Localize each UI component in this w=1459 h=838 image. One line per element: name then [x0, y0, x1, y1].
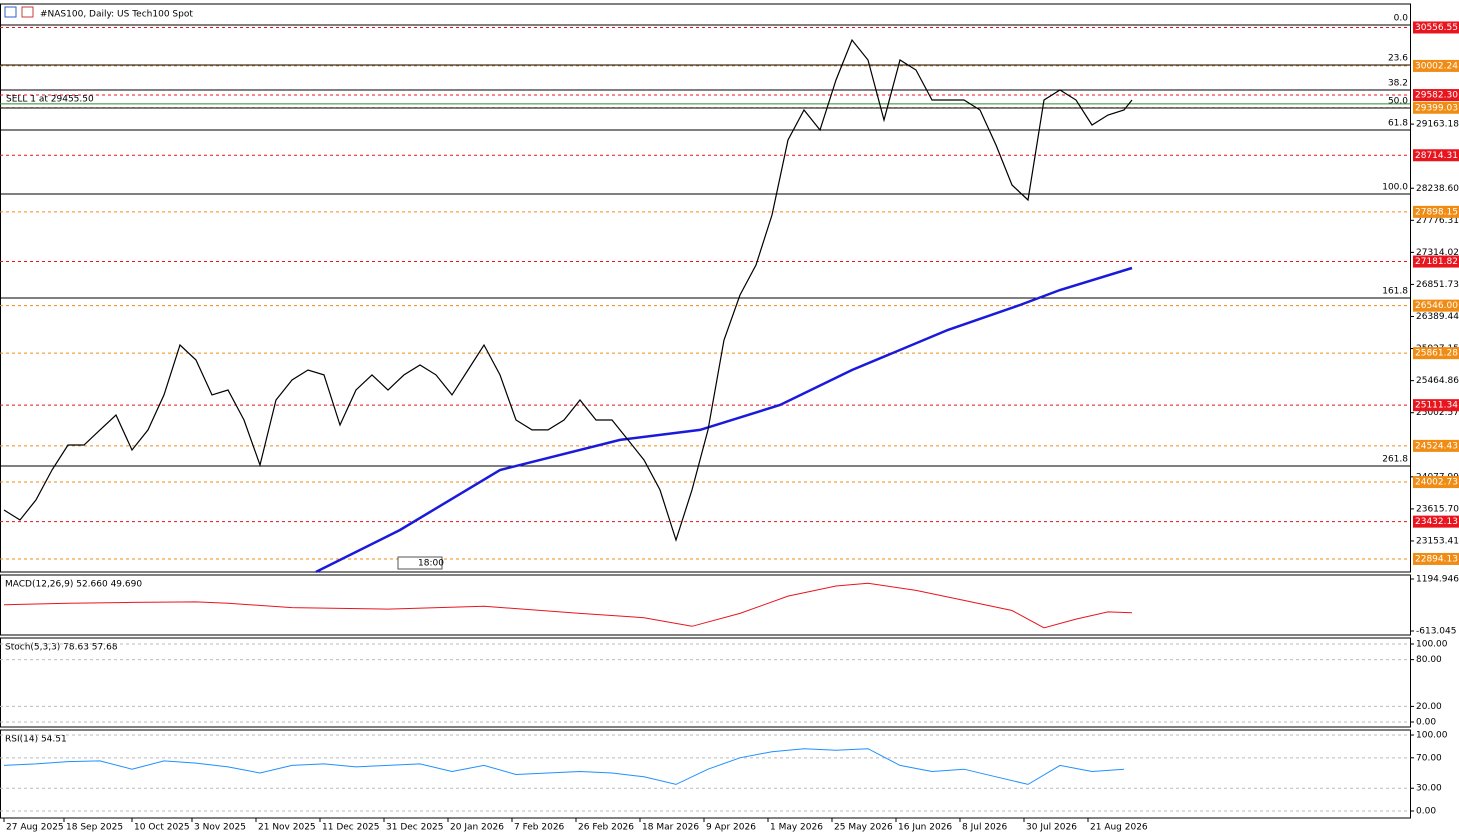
level-badge: [1413, 299, 1459, 312]
x-tick-label: 20 Jan 2026: [450, 823, 504, 833]
x-tick-label: 7 Feb 2026: [514, 823, 565, 833]
data-line: [315, 266, 1133, 574]
x-tick-label: 31 Dec 2025: [386, 823, 444, 833]
y-tick-label: 100.00: [1416, 731, 1448, 741]
level-badge: [1413, 476, 1459, 489]
level-label: 22894.13: [1415, 554, 1458, 564]
chart-title: #NAS100, Daily: US Tech100 Spot: [40, 10, 193, 20]
level-badge: [1413, 21, 1459, 34]
level-label: 30002.24: [1415, 61, 1458, 71]
y-tick-label: 29163.18: [1416, 120, 1459, 130]
y-tick-label: 30.00: [1416, 784, 1442, 794]
level-label: 25111.34: [1415, 401, 1458, 411]
panel-frame: [0, 637, 1411, 728]
level-badge: [1413, 149, 1459, 162]
annotation: 18:00: [418, 559, 444, 569]
x-tick-label: 26 Feb 2026: [578, 823, 634, 833]
x-tick-label: 3 Nov 2025: [194, 823, 246, 833]
level-badge: [1413, 89, 1459, 102]
level-badge: [1413, 59, 1459, 72]
x-tick-label: 8 Jul 2026: [962, 823, 1007, 833]
y-tick-label: 28238.60: [1416, 184, 1459, 194]
level-badge: [1413, 101, 1459, 114]
level-label: 30556.55: [1415, 23, 1458, 33]
y-tick-label: 0.00: [1416, 718, 1436, 728]
x-tick-label: 1 May 2026: [770, 823, 823, 833]
x-tick-label: 10 Oct 2025: [134, 823, 190, 833]
level-badge: [1413, 439, 1459, 452]
level-label: 28714.31: [1415, 151, 1458, 161]
fib-label: 0.0: [1394, 14, 1409, 24]
fib-label: 261.8: [1382, 455, 1408, 465]
level-label: 27898.15: [1415, 207, 1458, 217]
y-tick-label: -613.045: [1416, 627, 1456, 637]
y-tick-label: 25002.57: [1416, 408, 1459, 418]
x-tick-label: 21 Aug 2026: [1090, 823, 1148, 833]
x-tick-label: 27 Aug 2025: [6, 823, 64, 833]
panel-frame: [0, 729, 1411, 819]
x-tick-label: 25 May 2026: [834, 823, 893, 833]
y-tick-label: 26389.44: [1416, 312, 1459, 322]
fib-label: 23.6: [1388, 53, 1408, 63]
level-badge: [1413, 205, 1459, 218]
fib-label: 61.8: [1388, 119, 1408, 129]
level-badge: [1413, 552, 1459, 565]
trade-label: SELL 1 at 29455.50: [6, 94, 94, 104]
x-tick-label: 30 Jul 2026: [1026, 823, 1077, 833]
level-label: 29399.03: [1415, 103, 1458, 113]
y-tick-label: 0.00: [1416, 807, 1436, 817]
level-label: 23432.13: [1415, 517, 1458, 527]
y-tick-label: 20.00: [1416, 702, 1442, 712]
y-tick-label: 80.00: [1416, 655, 1442, 665]
y-tick-label: 1194.946: [1416, 574, 1459, 584]
panel-frame: [0, 574, 1411, 636]
y-tick-label: 70.00: [1416, 753, 1442, 763]
level-label: 24524.43: [1415, 441, 1458, 451]
level-label: 26546.00: [1415, 301, 1458, 311]
icon: [21, 6, 34, 18]
level-label: 25861.28: [1415, 349, 1458, 359]
data-line: [3, 38, 1133, 542]
y-tick-label: 26851.73: [1416, 280, 1459, 290]
level-badge: [1413, 399, 1459, 412]
fib-label: 161.8: [1382, 287, 1408, 297]
x-tick-label: 18 Sep 2025: [66, 823, 123, 833]
y-tick-label: 25464.86: [1416, 376, 1459, 386]
level-label: 24002.73: [1415, 478, 1458, 488]
level-badge: [1413, 515, 1459, 528]
indicator-label: Stoch(5,3,3) 78.63 57.68: [5, 643, 118, 653]
fib-label: 50.0: [1388, 97, 1408, 107]
indicator-label: MACD(12,26,9) 52.660 49.690: [5, 580, 142, 590]
x-tick-label: 18 Mar 2026: [642, 823, 699, 833]
level-label: 27181.82: [1415, 257, 1458, 267]
y-tick-label: 27314.02: [1416, 248, 1459, 258]
fib-label: 100.0: [1382, 183, 1408, 193]
x-tick-label: 11 Dec 2025: [322, 823, 380, 833]
level-label: 29582.30: [1415, 91, 1458, 101]
icon: [4, 6, 17, 18]
y-tick-label: 100.00: [1416, 640, 1448, 650]
y-tick-label: 23153.41: [1416, 536, 1459, 546]
level-badge: [1413, 255, 1459, 268]
x-tick-label: 16 Jun 2026: [898, 823, 952, 833]
indicator-label: RSI(14) 54.51: [5, 735, 67, 745]
level-badge: [1413, 347, 1459, 360]
data-line: [3, 582, 1133, 629]
y-tick-label: 23615.70: [1416, 504, 1459, 514]
panel-frame: [0, 3, 1411, 573]
fib-label: 38.2: [1388, 79, 1408, 89]
y-tick-label: 27776.31: [1416, 216, 1459, 226]
annotation-box: [397, 556, 443, 570]
x-tick-label: 9 Apr 2026: [706, 823, 756, 833]
x-tick-label: 21 Nov 2025: [258, 823, 316, 833]
data-line: [3, 748, 1125, 785]
